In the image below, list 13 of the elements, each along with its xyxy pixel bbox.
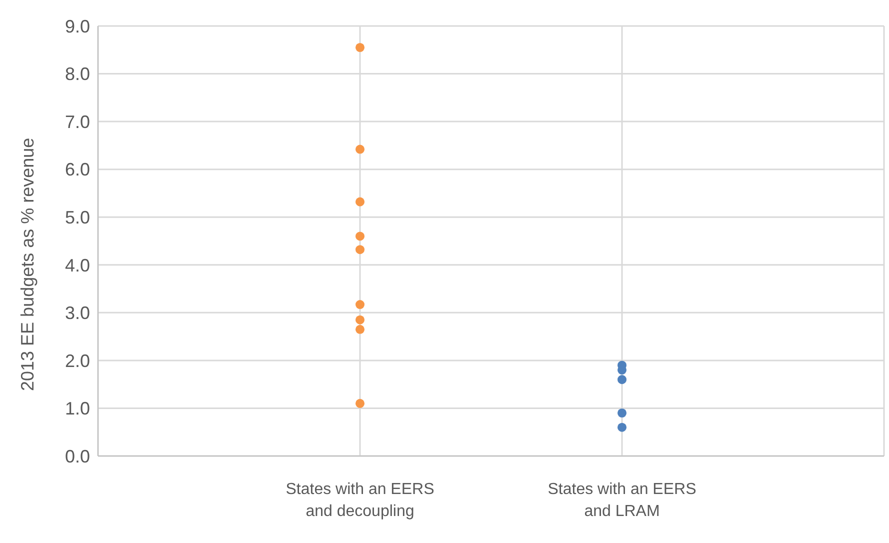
y-tick-label: 0.0 bbox=[64, 446, 90, 466]
y-axis-title: 2013 EE budgets as % revenue bbox=[17, 138, 38, 391]
y-tick-label: 5.0 bbox=[64, 208, 90, 228]
x-tick-label: States with an EERS and LRAM bbox=[548, 481, 696, 520]
x-tick-label: States with an EERS and decoupling bbox=[286, 481, 434, 520]
y-tick-label: 2.0 bbox=[64, 350, 90, 371]
y-tick-label: 1.0 bbox=[64, 398, 90, 419]
y-tick-label: 9.0 bbox=[64, 16, 90, 36]
y-tick-label: 6.0 bbox=[64, 160, 90, 180]
y-tick-label: 8.0 bbox=[64, 64, 90, 84]
y-tick-label: 7.0 bbox=[64, 112, 90, 132]
y-tick-label: 3.0 bbox=[64, 303, 90, 324]
y-tick-label: 4.0 bbox=[64, 255, 90, 276]
